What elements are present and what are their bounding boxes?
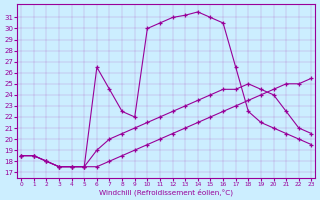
X-axis label: Windchill (Refroidissement éolien,°C): Windchill (Refroidissement éolien,°C): [99, 188, 233, 196]
